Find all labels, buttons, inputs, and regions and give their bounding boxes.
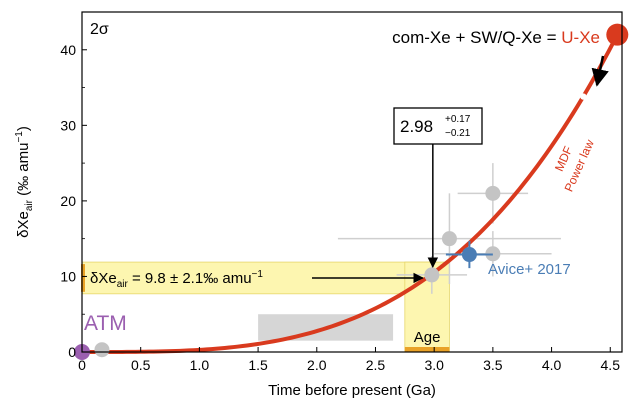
band-label-sup: −1 (252, 269, 264, 280)
atm-label: ATM (84, 312, 127, 335)
x-tick-label: 0.5 (131, 357, 151, 373)
uxe-label: com-Xe + SW/Q-Xe = U-Xe (392, 28, 600, 47)
age-callout-value: 2.98 (400, 117, 433, 136)
y-tick-label: 20 (60, 193, 76, 209)
age-callout-minus: −0.21 (445, 128, 471, 139)
y-tick-label: 40 (60, 42, 76, 58)
y-axis-label-paren-open: (‰ amu (15, 143, 32, 201)
band-label-rest: = 9.8 ± 2.1‰ amu (128, 270, 252, 287)
corner-label-2sigma: 2σ (90, 21, 109, 38)
x-tick-label: 3.5 (483, 357, 503, 373)
x-tick-label: 4.0 (542, 357, 562, 373)
uxe-label-prefix: com-Xe + SW/Q-Xe = (392, 28, 561, 47)
y-tick-label: 30 (60, 117, 76, 133)
mdf-curve (80, 32, 620, 354)
curve-gap (580, 93, 587, 100)
uxe-point (606, 23, 629, 46)
x-tick-label: 1.0 (190, 357, 210, 373)
band-left-marker (81, 264, 85, 292)
y-axis-label: δXeair (‰ amu−1) (14, 126, 35, 238)
uxe-label-name: U-Xe (561, 28, 600, 47)
x-tick-label: 2.0 (307, 357, 327, 373)
x-tick-label: 2.5 (366, 357, 386, 373)
y-axis-label-main: δXe (15, 211, 32, 238)
uxe-arrow (591, 55, 609, 87)
avice-label: Avice+ 2017 (488, 261, 571, 278)
x-tick-label: 0 (78, 357, 86, 373)
x-tick-label: 4.5 (601, 357, 621, 373)
band-label-sub: air (117, 279, 129, 290)
y-axis-label-paren-close: ) (15, 126, 32, 131)
x-tick-label: 1.5 (248, 357, 268, 373)
y-axis-label-sub: air (24, 199, 35, 211)
gray-point (94, 342, 110, 358)
x-axis-label: Time before present (Ga) (268, 382, 436, 399)
age-bar (404, 347, 450, 352)
gray-point (424, 267, 440, 283)
gray-point (485, 185, 501, 201)
age-callout-box (393, 107, 483, 145)
gray-point (441, 231, 457, 247)
band-label: δXeair = 9.8 ± 2.1‰ amu−1 (90, 269, 263, 290)
avice-point (461, 247, 477, 263)
x-tick-label: 3.0 (424, 357, 444, 373)
y-tick-label: 0 (68, 344, 76, 360)
plot-frame (81, 11, 623, 353)
age-callout-plus: +0.17 (445, 114, 471, 125)
band-label-main: δXe (90, 270, 117, 287)
y-axis-label-sup: −1 (14, 131, 25, 143)
age-label: Age (414, 329, 441, 346)
y-tick-label: 10 (60, 268, 76, 284)
